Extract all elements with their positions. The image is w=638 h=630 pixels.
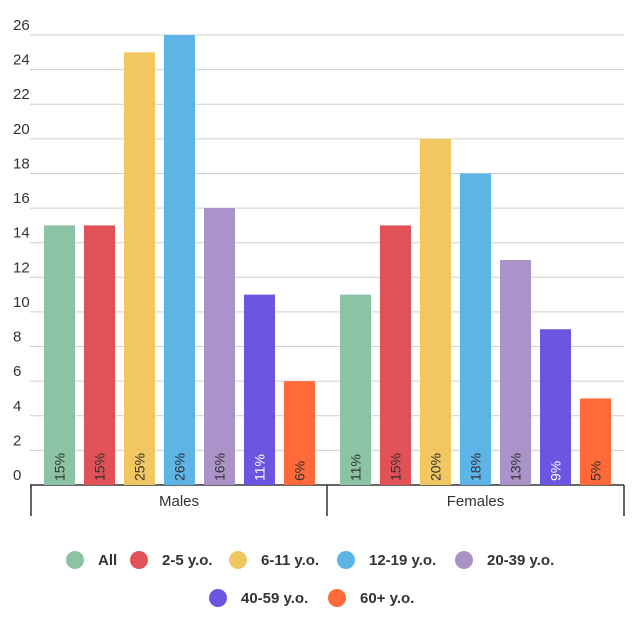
bar (244, 294, 275, 485)
bar-value-label: 11% (252, 454, 268, 481)
bar-value-label: 11% (348, 454, 364, 481)
legend-swatch (209, 589, 227, 607)
y-tick-label: 12 (13, 259, 30, 276)
legend-label: 2-5 y.o. (162, 552, 213, 569)
bar (124, 52, 155, 486)
legend-label: 40-59 y.o. (241, 590, 308, 607)
bar (540, 329, 571, 485)
bar-value-label: 25% (132, 453, 148, 481)
y-tick-label: 6 (13, 363, 21, 380)
y-tick-label: 0 (13, 467, 21, 484)
bar (580, 398, 611, 485)
bar-value-label: 9% (548, 461, 564, 481)
legend-label: 20-39 y.o. (487, 552, 554, 569)
y-tick-label: 4 (13, 398, 21, 415)
bar-value-label: 15% (52, 453, 68, 481)
bar-value-label: 18% (468, 453, 484, 481)
bar (204, 208, 235, 486)
bar-value-label: 15% (92, 453, 108, 481)
bar-value-label: 15% (388, 453, 404, 481)
bar (284, 381, 315, 485)
legend-label: 6-11 y.o. (261, 552, 319, 569)
legend-swatch (130, 551, 148, 569)
legend-label: 60+ y.o. (360, 590, 414, 607)
legend: All 2-5 y.o. 6-11 y.o. 12-19 y.o. 20-39 y.o.… (66, 551, 554, 607)
bar (380, 225, 411, 485)
bar-value-label: 26% (172, 453, 188, 481)
y-tick-label: 20 (13, 121, 30, 138)
bar (500, 260, 531, 485)
y-tick-label: 14 (13, 225, 30, 242)
bar-value-label: 6% (292, 461, 308, 481)
bar-value-label: 5% (588, 461, 604, 481)
y-tick-label: 18 (13, 155, 30, 172)
legend-label: 12-19 y.o. (369, 552, 436, 569)
bar (340, 294, 371, 485)
bar-value-label: 20% (428, 453, 444, 481)
y-tick-label: 24 (13, 52, 30, 69)
bar (164, 35, 195, 485)
legend-label: All (98, 552, 117, 569)
y-tick-label: 22 (13, 86, 30, 103)
bar (420, 138, 451, 485)
legend-swatch (229, 551, 247, 569)
bar (44, 225, 75, 485)
y-tick-label: 10 (13, 294, 30, 311)
legend-swatch (455, 551, 473, 569)
bar-value-label: 13% (508, 453, 524, 481)
y-tick-label: 16 (13, 190, 30, 207)
legend-swatch (66, 551, 84, 569)
y-tick-label: 26 (13, 17, 30, 34)
bars: 15% 11% 15% 15% 25% 20% 26% 18% 16% 13% 11% 9% 6% 5% (44, 35, 611, 486)
bar (84, 225, 115, 485)
y-tick-label: 2 (13, 432, 21, 449)
bar (460, 173, 491, 485)
x-axis: Males Females (30, 485, 625, 516)
legend-swatch (337, 551, 355, 569)
x-category-label: Males (159, 493, 199, 510)
y-tick-label: 8 (13, 329, 21, 346)
x-category-label: Females (447, 493, 505, 510)
legend-swatch (328, 589, 346, 607)
bar-value-label: 16% (212, 453, 228, 481)
